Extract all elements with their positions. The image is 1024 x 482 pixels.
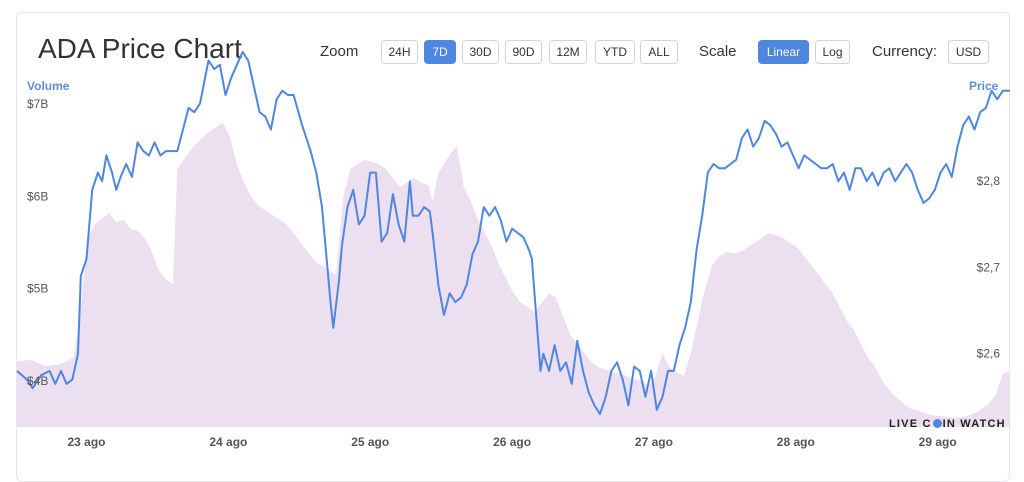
watermark-part2: IN WATCH bbox=[942, 418, 1006, 430]
axis-ticks-layer: 23 ago 24 ago 25 ago 26 ago 27 ago 28 ago 29 a… bbox=[27, 97, 1000, 449]
volume-tick-label: $5B bbox=[27, 282, 48, 296]
price-line bbox=[16, 50, 1010, 416]
volume-area-layer bbox=[17, 122, 1010, 427]
scale-linear-button[interactable]: Linear bbox=[758, 40, 809, 64]
livecoinwatch-watermark: LIVE C IN WATCH bbox=[889, 418, 1006, 430]
scale-log-button[interactable]: Log bbox=[815, 40, 850, 64]
currency-label: Currency: bbox=[872, 43, 938, 60]
zoom-90d-button[interactable]: 90D bbox=[505, 40, 542, 64]
volume-tick-label: $7B bbox=[27, 97, 48, 111]
x-tick-label: 26 ago bbox=[493, 435, 531, 449]
coin-logo-icon bbox=[932, 419, 942, 428]
currency-usd-button[interactable]: USD bbox=[948, 40, 989, 64]
price-axis-title: Price bbox=[969, 79, 999, 93]
x-tick-label: 29 ago bbox=[919, 435, 957, 449]
volume-tick-label: $4B bbox=[27, 374, 48, 388]
zoom-12m-button[interactable]: 12M bbox=[549, 40, 587, 64]
x-tick-label: 25 ago bbox=[351, 435, 389, 449]
zoom-ytd-button[interactable]: YTD bbox=[595, 40, 635, 64]
zoom-label: Zoom bbox=[320, 43, 359, 60]
page-title: ADA Price Chart bbox=[38, 33, 242, 64]
price-tick-label: $2,6 bbox=[977, 347, 1001, 361]
price-tick-label: $2,7 bbox=[977, 260, 1001, 274]
x-tick-label: 23 ago bbox=[68, 435, 106, 449]
x-tick-label: 27 ago bbox=[635, 435, 673, 449]
zoom-all-button[interactable]: ALL bbox=[640, 40, 678, 64]
volume-area bbox=[17, 122, 1010, 427]
zoom-24h-button[interactable]: 24H bbox=[381, 40, 418, 64]
price-tick-label: $2,8 bbox=[977, 174, 1001, 188]
volume-tick-label: $6B bbox=[27, 189, 48, 203]
x-tick-label: 24 ago bbox=[209, 435, 247, 449]
x-tick-label: 28 ago bbox=[777, 435, 815, 449]
volume-axis-title: Volume bbox=[27, 79, 70, 93]
watermark-part1: LIVE C bbox=[889, 418, 932, 430]
zoom-7d-button[interactable]: 7D bbox=[424, 40, 456, 64]
scale-label: Scale bbox=[699, 43, 737, 60]
zoom-30d-button[interactable]: 30D bbox=[462, 40, 499, 64]
price-line-layer bbox=[16, 50, 1010, 416]
price-chart[interactable]: 23 ago 24 ago 25 ago 26 ago 27 ago 28 ago 29 a… bbox=[0, 0, 1024, 468]
